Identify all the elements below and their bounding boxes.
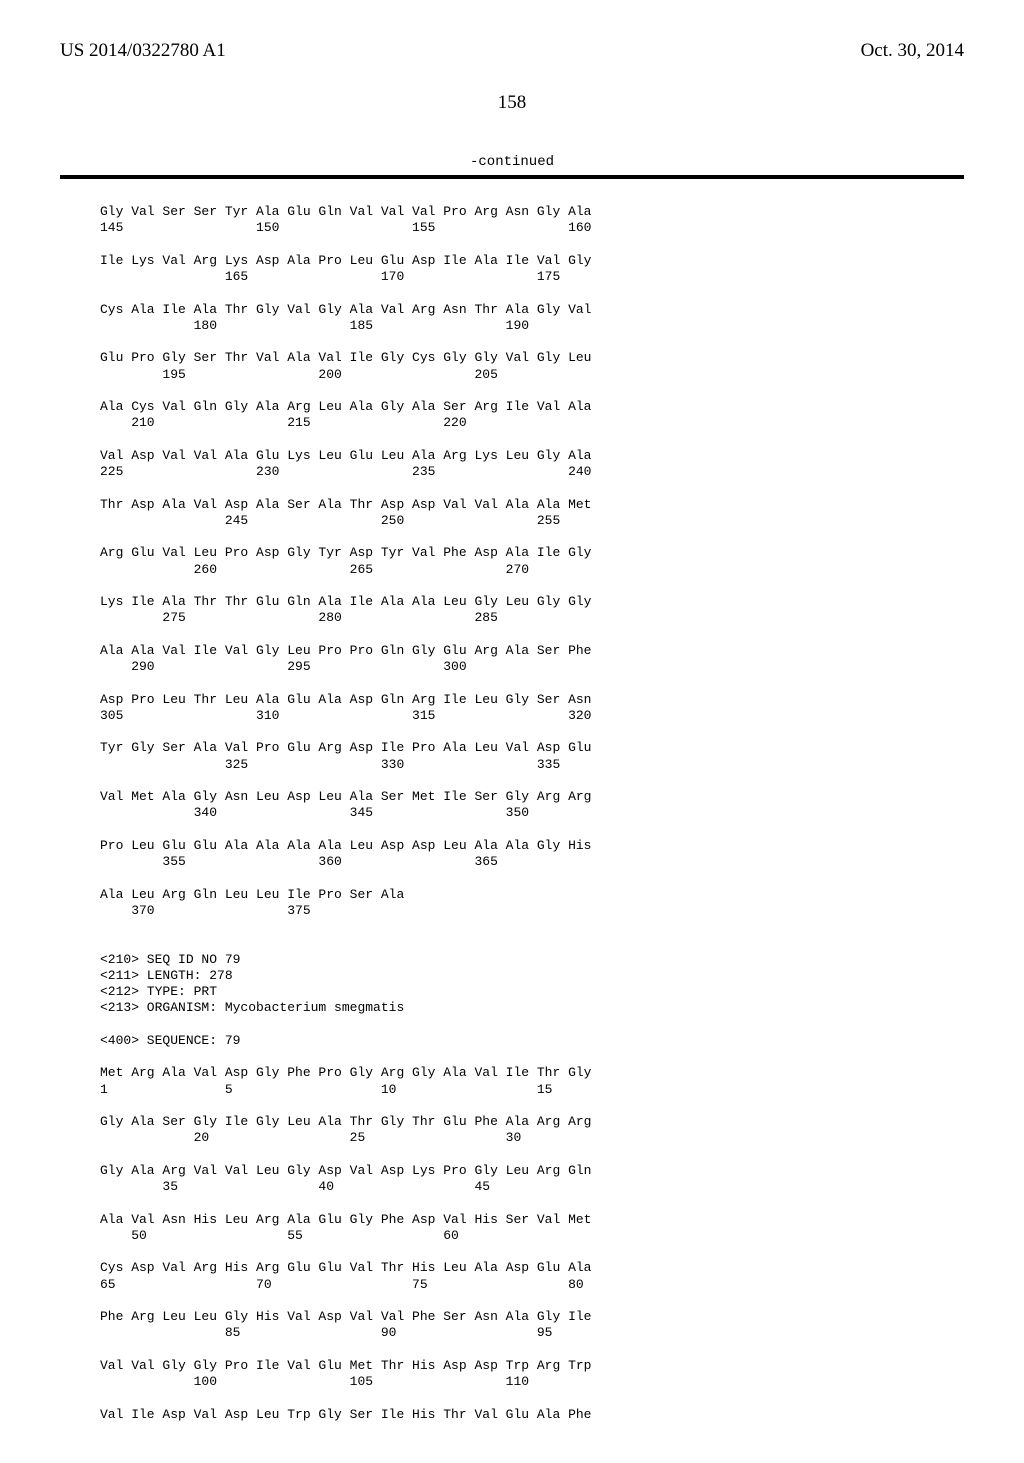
publication-number: US 2014/0322780 A1 xyxy=(60,40,226,62)
publication-date: Oct. 30, 2014 xyxy=(861,40,964,62)
patent-page: US 2014/0322780 A1 Oct. 30, 2014 158 -co… xyxy=(0,0,1024,1463)
divider-thick xyxy=(60,176,964,179)
page-number: 158 xyxy=(60,92,964,114)
page-header: US 2014/0322780 A1 Oct. 30, 2014 xyxy=(60,40,964,62)
continued-label: -continued xyxy=(60,154,964,170)
sequence-listing: Gly Val Ser Ser Tyr Ala Glu Gln Val Val … xyxy=(100,204,964,1423)
